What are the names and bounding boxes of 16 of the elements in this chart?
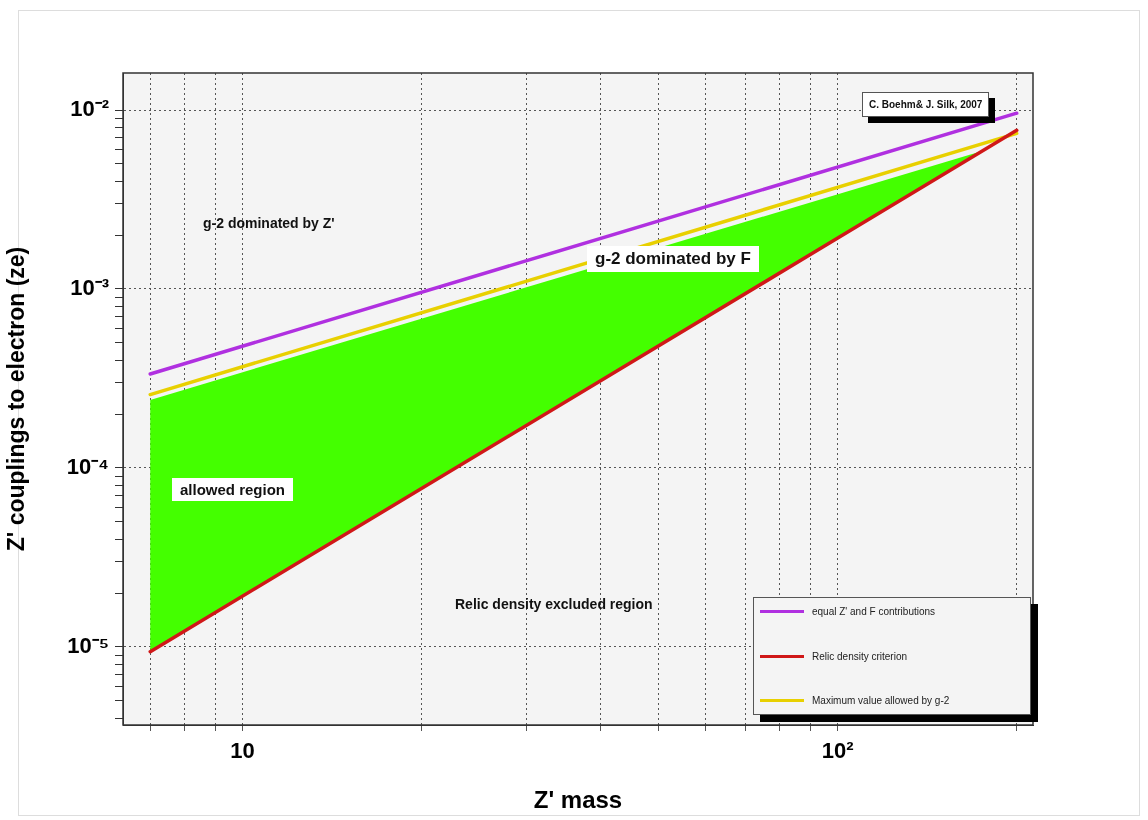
annotation: allowed region	[172, 478, 294, 501]
legend-label: Relic density criterion	[812, 650, 908, 662]
x-axis-title: Z' mass	[533, 786, 623, 814]
annotation: g-2 dominated by Z'	[203, 215, 335, 231]
y-tick-label: 10⁻²	[70, 96, 109, 122]
x-tick-label: 10	[230, 738, 255, 764]
annotation: g-2 dominated by F	[587, 246, 759, 272]
annotation: Relic density excluded region	[455, 596, 653, 612]
legend-label: equal Z' and F contributions	[812, 606, 936, 617]
y-tick-label: 10⁻⁴	[66, 453, 109, 479]
x-tick-label: 10²	[821, 738, 854, 764]
y-tick-label: 10⁻⁵	[67, 632, 109, 658]
y-tick-label: 10⁻³	[70, 275, 109, 301]
legend-label: Maximum value allowed by g-2	[812, 695, 950, 706]
annotation: C. Boehm& J. Silk, 2007	[862, 92, 990, 117]
y-axis-title: Z' couplings to electron (ze)	[3, 246, 30, 552]
